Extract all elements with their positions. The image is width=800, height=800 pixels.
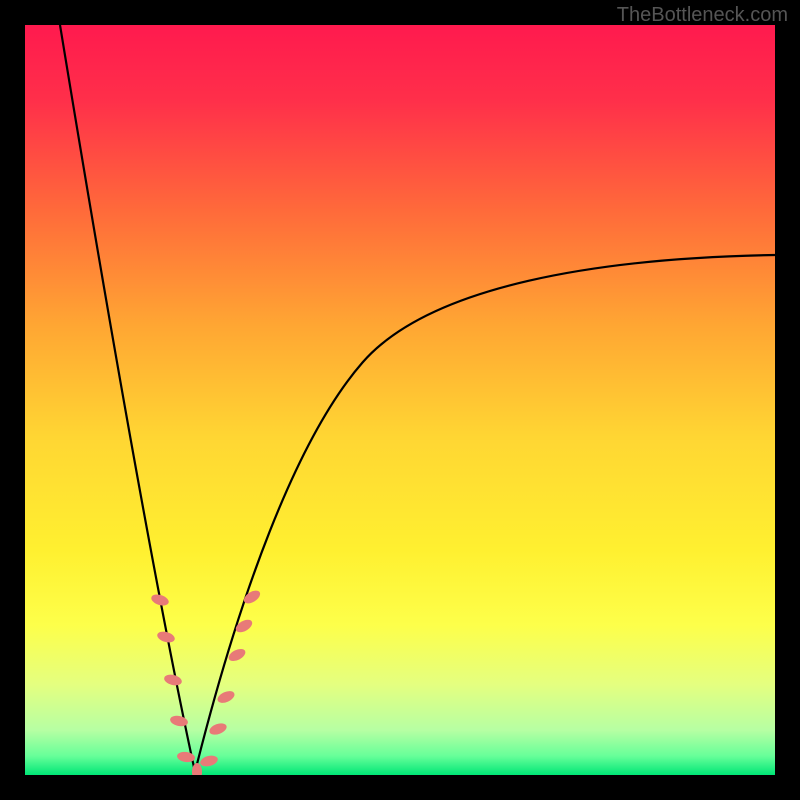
plot-gradient-background: [25, 25, 775, 775]
chart-svg: [0, 0, 800, 800]
watermark-text: TheBottleneck.com: [617, 4, 788, 27]
bottleneck-chart: TheBottleneck.com: [0, 0, 800, 800]
